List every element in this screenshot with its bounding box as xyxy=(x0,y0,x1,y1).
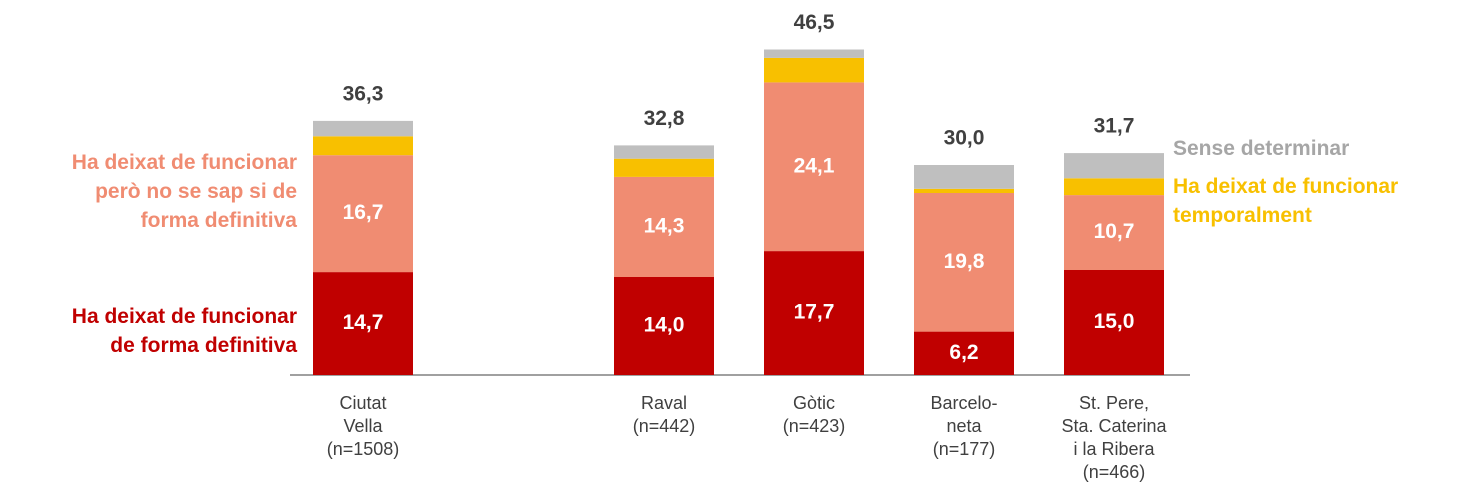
bar-segment xyxy=(614,176,714,277)
total-label: 32,8 xyxy=(644,107,685,130)
value-label: 14,0 xyxy=(644,314,685,337)
total-label: 30,0 xyxy=(944,127,985,150)
bar-segment xyxy=(914,193,1014,332)
legend-label: Sense determinar xyxy=(1173,137,1350,160)
value-label: 14,7 xyxy=(343,311,384,334)
value-label: 16,7 xyxy=(343,201,384,224)
x-tick-label: Raval (n=442) xyxy=(632,393,696,436)
bar-segment xyxy=(313,136,413,156)
bar-segment xyxy=(614,145,714,159)
bar-segment xyxy=(313,155,413,273)
bar-segment xyxy=(914,188,1014,193)
x-tick-label: St. Pere, Sta. Caterina i la Ribera (n=4… xyxy=(1061,393,1167,482)
bar-segment xyxy=(313,272,413,375)
total-label: 31,7 xyxy=(1094,115,1135,138)
legend-label: Ha deixat de funcionar de forma definiti… xyxy=(71,305,297,357)
value-label: 17,7 xyxy=(794,301,835,324)
legend-label: Ha deixat de funcionar temporalment xyxy=(1173,175,1399,227)
value-label: 6,2 xyxy=(949,341,978,364)
bar-segment xyxy=(1064,270,1164,375)
bar-segment xyxy=(1064,195,1164,270)
bar-segment xyxy=(764,251,864,375)
bar-segment xyxy=(1064,153,1164,179)
bar-segment xyxy=(764,57,864,83)
value-label: 24,1 xyxy=(794,154,835,177)
value-label: 19,8 xyxy=(944,250,985,273)
value-label: 14,3 xyxy=(644,214,685,237)
bar-segment xyxy=(914,331,1014,375)
bar-segment xyxy=(614,158,714,177)
x-tick-label: Gòtic (n=423) xyxy=(782,393,846,436)
legend-label: Ha deixat de funcionar però no se sap si… xyxy=(71,151,297,232)
total-label: 36,3 xyxy=(343,82,384,105)
value-label: 15,0 xyxy=(1094,310,1135,333)
bar-segment xyxy=(1064,178,1164,196)
bar-segment xyxy=(764,49,864,58)
value-label: 10,7 xyxy=(1094,220,1135,243)
x-tick-label: Ciutat Vella (n=1508) xyxy=(326,393,400,459)
bar-segment xyxy=(914,165,1014,189)
bar-segment xyxy=(614,277,714,375)
bar-segment xyxy=(313,120,413,137)
bar-segment xyxy=(764,82,864,252)
x-tick-label: Barcelo- neta (n=177) xyxy=(930,393,998,459)
total-label: 46,5 xyxy=(794,11,835,34)
